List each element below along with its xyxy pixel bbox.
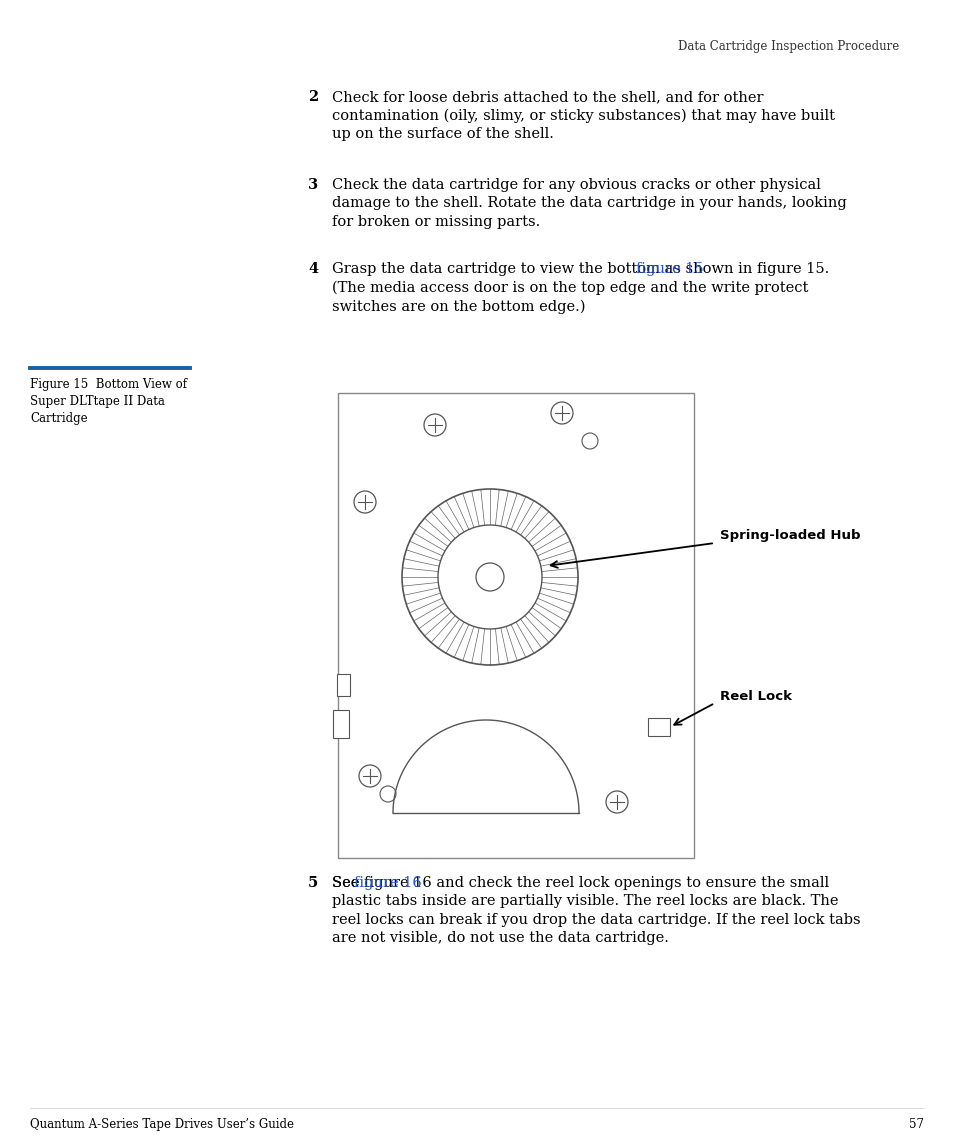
Text: figure 15: figure 15 <box>635 262 702 276</box>
Text: Reel Lock: Reel Lock <box>720 690 791 703</box>
Bar <box>333 710 349 739</box>
Text: Cartridge: Cartridge <box>30 412 88 425</box>
Bar <box>647 718 669 736</box>
Text: 3: 3 <box>308 177 317 192</box>
Text: Spring-loaded Hub: Spring-loaded Hub <box>720 529 860 542</box>
Text: See: See <box>332 876 364 890</box>
Text: Quantum A-Series Tape Drives User’s Guide: Quantum A-Series Tape Drives User’s Guid… <box>30 1118 294 1131</box>
Text: 57: 57 <box>908 1118 923 1131</box>
Text: Check the data cartridge for any obvious cracks or other physical
damage to the : Check the data cartridge for any obvious… <box>332 177 846 229</box>
Text: Grasp the data cartridge to view the bottom as shown in figure 15.
(The media ac: Grasp the data cartridge to view the bot… <box>332 262 828 314</box>
Text: Figure 15  Bottom View of: Figure 15 Bottom View of <box>30 378 187 390</box>
Bar <box>336 674 350 696</box>
Text: See figure 16 and check the reel lock openings to ensure the small
plastic tabs : See figure 16 and check the reel lock op… <box>332 876 860 946</box>
Text: figure 16: figure 16 <box>354 876 421 890</box>
Text: Check for loose debris attached to the shell, and for other
contamination (oily,: Check for loose debris attached to the s… <box>332 90 834 141</box>
Bar <box>337 393 693 858</box>
Text: Super DLTtape II Data: Super DLTtape II Data <box>30 395 165 408</box>
Text: 5: 5 <box>308 876 318 890</box>
Text: 2: 2 <box>308 90 318 104</box>
Text: Data Cartridge Inspection Procedure: Data Cartridge Inspection Procedure <box>677 40 898 53</box>
Text: 4: 4 <box>308 262 317 276</box>
Circle shape <box>437 526 541 629</box>
